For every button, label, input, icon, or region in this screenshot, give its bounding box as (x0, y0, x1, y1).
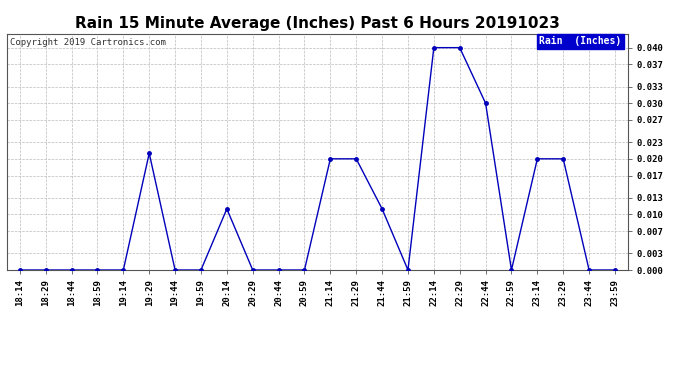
Text: Rain  (Inches): Rain (Inches) (540, 36, 622, 46)
Title: Rain 15 Minute Average (Inches) Past 6 Hours 20191023: Rain 15 Minute Average (Inches) Past 6 H… (75, 16, 560, 31)
Text: Copyright 2019 Cartronics.com: Copyright 2019 Cartronics.com (10, 39, 166, 48)
